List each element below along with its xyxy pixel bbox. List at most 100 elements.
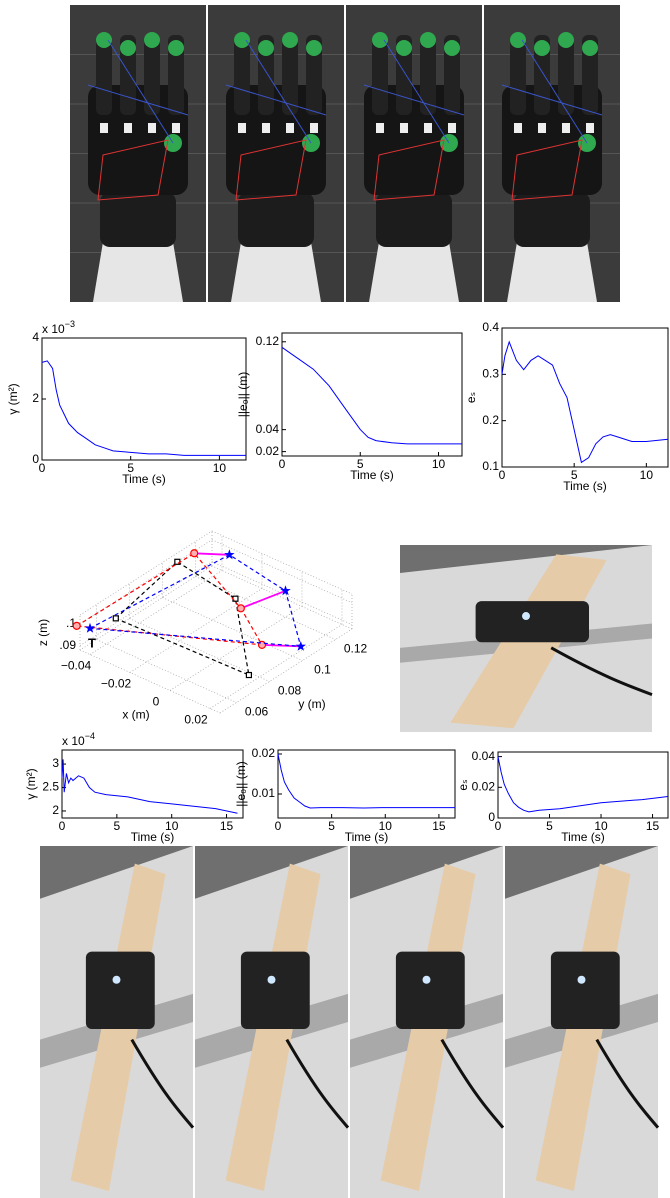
- fingertip: [306, 40, 322, 56]
- hand-wrist: [514, 192, 590, 247]
- x-tick-label: −0.02: [101, 677, 132, 691]
- fingertip: [510, 32, 526, 48]
- x-tick-label: −0.04: [61, 659, 92, 673]
- multiplier-base: x 10: [42, 322, 65, 336]
- y-axis-label: ||e₀|| (m): [236, 372, 250, 417]
- x-tick-label: 5: [546, 819, 553, 833]
- photo: [195, 846, 348, 1198]
- y-tick-label: 2.5: [42, 780, 59, 794]
- plot-frame: [62, 750, 243, 818]
- photo: [400, 545, 652, 732]
- y-tick-label: 0.02: [256, 444, 280, 458]
- marker-square: [113, 616, 118, 621]
- x-axis-label: Time (s): [561, 830, 605, 844]
- x-tick-label: 10: [213, 461, 227, 475]
- multiplier-base: x 10: [62, 734, 85, 748]
- robot-hand: [86, 952, 155, 1029]
- x-tick-label: 0: [39, 461, 46, 475]
- line-chart: 05100.10.20.30.4Time (s)eₛ: [464, 320, 668, 493]
- x-tick-label: 10: [432, 457, 446, 471]
- hand-wrist: [100, 192, 176, 247]
- data-line: [278, 754, 455, 808]
- robot-hand-render: [346, 5, 482, 302]
- fingertip: [396, 40, 412, 56]
- robot-hand: [241, 952, 310, 1029]
- x-axis-label: x (m): [122, 708, 149, 722]
- marker-star: [280, 585, 290, 595]
- led: [578, 976, 586, 984]
- y-tick-label: 0.2: [482, 413, 499, 427]
- joint-mark: [100, 123, 108, 133]
- plot-frame: [502, 328, 668, 467]
- y-tick-label: 0.02: [252, 746, 276, 760]
- x-tick-label: 0: [275, 819, 282, 833]
- fingertip: [96, 32, 112, 48]
- marker-square: [246, 673, 251, 678]
- series-line: [90, 555, 301, 647]
- marker-circle: [237, 605, 244, 612]
- robot-hand: [551, 952, 620, 1029]
- marker-square: [175, 559, 180, 564]
- robot-hand: [476, 601, 589, 642]
- box-edge: [212, 531, 352, 594]
- joint-mark: [286, 123, 294, 133]
- x-axis-label: Time (s): [345, 830, 389, 844]
- joint-mark: [448, 123, 456, 133]
- line-chart: 0510150.010.02Time (s)||e₀|| (m): [234, 746, 455, 844]
- x-axis-label: Time (s): [131, 830, 175, 844]
- x-tick-label: 15: [220, 819, 234, 833]
- y-tick-label: 0.12: [344, 642, 368, 656]
- joint-mark: [538, 123, 546, 133]
- x-tick-label: 0.02: [184, 713, 208, 727]
- y-axis-label: y (m): [298, 697, 325, 711]
- joint-mark: [124, 123, 132, 133]
- y-axis-label: γ (m²): [6, 383, 20, 414]
- y-tick-label: 0.4: [482, 320, 499, 334]
- axis-multiplier: x 10−4: [62, 731, 95, 748]
- x-axis-label: Time (s): [122, 472, 166, 486]
- marker-star: [296, 641, 307, 651]
- marker-circle: [191, 550, 198, 557]
- annotation: T: [88, 636, 96, 651]
- robot-hand: [396, 952, 465, 1029]
- photo: [505, 846, 658, 1198]
- grid-line: [163, 598, 303, 661]
- joint-mark: [514, 123, 522, 133]
- multiplier-exponent: −4: [85, 731, 95, 741]
- grid-line: [196, 577, 336, 640]
- plot-frame: [498, 752, 668, 818]
- box-edge: [80, 531, 212, 615]
- data-line: [282, 347, 462, 444]
- fingertip: [144, 32, 160, 48]
- hand-base: [93, 242, 183, 302]
- multiplier-exponent: −3: [65, 319, 75, 329]
- line-chart: 0510024Time (s)γ (m²)x 10−3: [6, 319, 246, 486]
- joint-mark: [172, 123, 180, 133]
- led: [113, 976, 121, 984]
- fingertip: [282, 32, 298, 48]
- page: {"chart_data": [ {"type": "line", "color…: [0, 0, 670, 1198]
- hand-base: [507, 242, 597, 302]
- hand-base: [369, 242, 459, 302]
- y-axis-label: eₛ: [464, 392, 478, 403]
- led: [522, 612, 530, 620]
- fingertip: [420, 32, 436, 48]
- data-line: [62, 759, 238, 813]
- x-tick-label: 5: [114, 819, 121, 833]
- x-axis-label: Time (s): [350, 468, 394, 482]
- y-tick-label: 3: [52, 756, 59, 770]
- fingertip: [444, 40, 460, 56]
- robot-hand-render: [484, 5, 620, 302]
- hand-wrist: [238, 192, 314, 247]
- joint-mark: [238, 123, 246, 133]
- axis-multiplier: x 10−3: [42, 319, 75, 336]
- fingertip: [168, 40, 184, 56]
- fingertip: [582, 40, 598, 56]
- joint-mark: [586, 123, 594, 133]
- robot-hand-render: [70, 5, 206, 302]
- y-tick-label: 0.04: [256, 422, 280, 436]
- y-tick-label: 0.1: [314, 663, 331, 677]
- joint-mark: [262, 123, 270, 133]
- x-tick-label: 10: [640, 468, 654, 482]
